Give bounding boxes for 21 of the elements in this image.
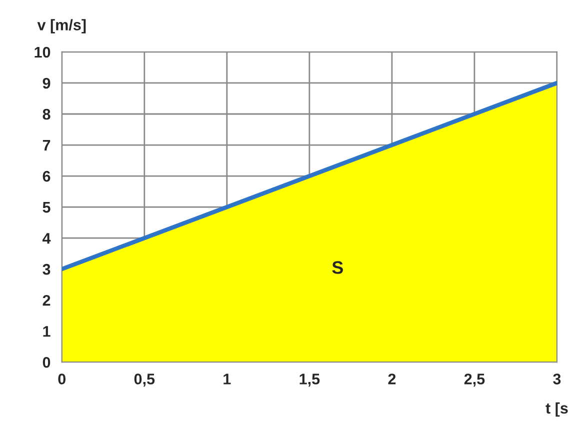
annotation: S [332, 261, 343, 274]
y-tick-label: 3 [42, 264, 50, 275]
y-tick-label: 5 [42, 202, 50, 213]
y-tick-label: 1 [43, 326, 50, 337]
y-tick-label: 2 [42, 294, 50, 306]
x-tick-label: 0,5 [134, 374, 155, 387]
x-tick-label: 2 [388, 374, 396, 384]
y-axis-title: v [m/s] [37, 19, 86, 34]
x-tick-label: 2,5 [464, 374, 485, 387]
x-tick-label: 1,5 [300, 374, 320, 387]
y-tick-label: 4 [42, 233, 51, 244]
x-tick-label: 0 [58, 374, 66, 384]
x-tick-label: 1 [224, 374, 231, 384]
y-tick-label: 9 [42, 78, 50, 89]
y-tick-label: 6 [42, 170, 50, 182]
y-tick-label: 10 [34, 46, 50, 58]
y-tick-label: 7 [42, 140, 50, 151]
y-tick-label: 8 [42, 108, 50, 120]
y-tick-label: 0 [42, 356, 50, 368]
x-axis-title: t [s [546, 402, 568, 417]
x-tick-label: 3 [553, 374, 561, 384]
